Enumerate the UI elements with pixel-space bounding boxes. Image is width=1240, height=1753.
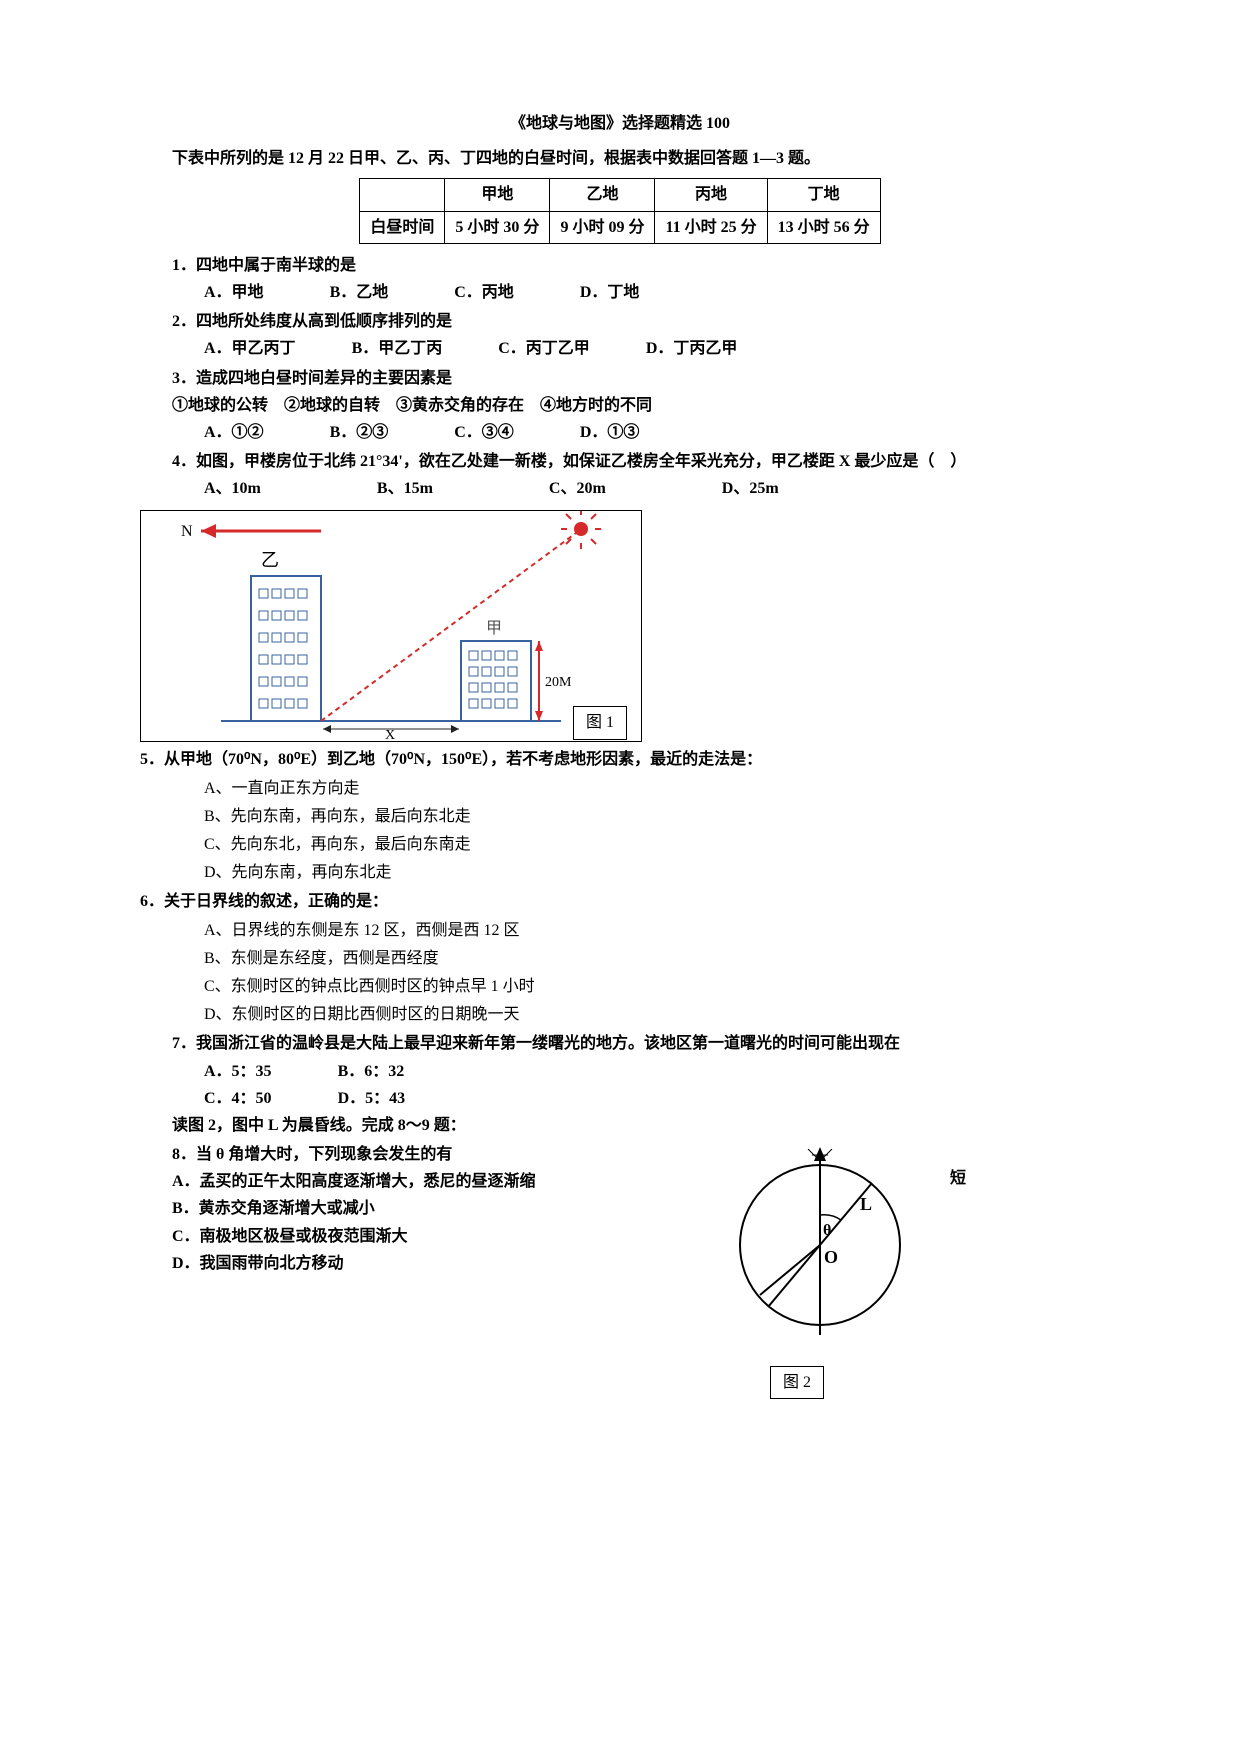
q3-d: D．①③ bbox=[548, 419, 640, 446]
q5-opts: A、一直向正东方向走 B、先向东南，再向东，最后向东北走 C、先向东北，再向东，… bbox=[204, 775, 1100, 887]
q7-c: C．4：50 bbox=[172, 1085, 272, 1112]
q8-b: B．黄赤交角逐渐增大或减小 bbox=[140, 1195, 1100, 1222]
q3-b: B．②③ bbox=[298, 419, 389, 446]
q8-intro: 读图 2，图中 L 为晨昏线。完成 8～9 题： bbox=[140, 1112, 1100, 1139]
cell-ding: 13 小时 56 分 bbox=[767, 211, 880, 243]
q4-b: B、15m bbox=[345, 475, 433, 502]
q4-stem: 4．如图，甲楼房位于北纬 21°34'，欲在乙处建一新楼，如保证乙楼房全年采光充… bbox=[140, 448, 1100, 475]
q5-c: C、先向东北，再向东，最后向东南走 bbox=[204, 831, 1100, 858]
q1-opts: A．甲地 B．乙地 C．丙地 D．丁地 bbox=[140, 279, 1100, 306]
q7-d: D．5：43 bbox=[306, 1085, 406, 1112]
q7-opts1: A．5：35 B．6：32 bbox=[140, 1058, 1100, 1085]
q5-a: A、一直向正东方向走 bbox=[204, 775, 1100, 802]
q5-stem: 5．从甲地（70⁰N，80⁰E）到乙地（70⁰N，150⁰E），若不考虑地形因素… bbox=[140, 746, 1100, 773]
q6-b: B、东侧是东经度，西侧是西经度 bbox=[204, 945, 1100, 972]
yi-label: 乙 bbox=[261, 550, 279, 570]
q3-opts: A．①② B．②③ C．③④ D．①③ bbox=[140, 419, 1100, 446]
q4-c: C、20m bbox=[517, 475, 606, 502]
cell-jia: 5 小时 30 分 bbox=[445, 211, 550, 243]
rowhead: 白昼时间 bbox=[360, 211, 445, 243]
q7-opts2: C．4：50 D．5：43 bbox=[140, 1085, 1100, 1112]
jia-label: 甲 bbox=[486, 620, 502, 637]
n-label: N bbox=[181, 523, 193, 540]
q1-c: C．丙地 bbox=[422, 279, 514, 306]
q2-a: A．甲乙丙丁 bbox=[172, 335, 296, 362]
q2-b: B．甲乙丁丙 bbox=[320, 335, 443, 362]
fig2-label: 图 2 bbox=[770, 1366, 824, 1399]
q8-a-tail: 短 bbox=[950, 1165, 966, 1192]
figure-1: N 乙 甲 bbox=[140, 510, 642, 742]
q2-c: C．丙丁乙甲 bbox=[466, 335, 590, 362]
q2-opts: A．甲乙丙丁 B．甲乙丁丙 C．丙丁乙甲 D．丁丙乙甲 bbox=[140, 335, 1100, 362]
q2-stem: 2．四地所处纬度从高到低顺序排列的是 bbox=[140, 308, 1100, 335]
q3-c: C．③④ bbox=[422, 419, 514, 446]
q6-d: D、东侧时区的日期比西侧时区的日期晚一天 bbox=[204, 1001, 1100, 1028]
q8-d: D．我国雨带向北方移动 bbox=[140, 1250, 1100, 1277]
figure-2: θ L O bbox=[720, 1135, 920, 1364]
q3-line: ①地球的公转 ②地球的自转 ③黄赤交角的存在 ④地方时的不同 bbox=[140, 392, 1100, 419]
daylight-table: 甲地 乙地 丙地 丁地 白昼时间 5 小时 30 分 9 小时 09 分 11 … bbox=[359, 178, 880, 243]
q3-stem: 3．造成四地白昼时间差异的主要因素是 bbox=[140, 365, 1100, 392]
col-yi: 乙地 bbox=[550, 179, 655, 211]
q7-a: A．5：35 bbox=[172, 1058, 272, 1085]
q5-d: D、先向东南，再向东北走 bbox=[204, 859, 1100, 886]
q1-stem: 1．四地中属于南半球的是 bbox=[140, 252, 1100, 279]
cell-bing: 11 小时 25 分 bbox=[655, 211, 767, 243]
q6-opts: A、日界线的东侧是东 12 区，西侧是西 12 区 B、东侧是东经度，西侧是西经… bbox=[204, 917, 1100, 1029]
col-ding: 丁地 bbox=[767, 179, 880, 211]
col-jia: 甲地 bbox=[445, 179, 550, 211]
height-label: 20M bbox=[545, 675, 572, 690]
q4-opts: A、10m B、15m C、20m D、25m bbox=[140, 475, 1100, 502]
q6-c: C、东侧时区的钟点比西侧时区的钟点早 1 小时 bbox=[204, 973, 1100, 1000]
q1-d: D．丁地 bbox=[548, 279, 640, 306]
page-title: 《地球与地图》选择题精选 100 bbox=[140, 110, 1100, 137]
q8-c: C．南极地区极昼或极夜范围渐大 bbox=[140, 1223, 1100, 1250]
x-label: X bbox=[385, 728, 395, 741]
q6-stem: 6．关于日界线的叙述，正确的是： bbox=[140, 888, 1100, 915]
q4-a: A、10m bbox=[172, 475, 261, 502]
col-bing: 丙地 bbox=[655, 179, 767, 211]
q5-b: B、先向东南，再向东，最后向东北走 bbox=[204, 803, 1100, 830]
q4-d: D、25m bbox=[690, 475, 779, 502]
o-label: O bbox=[824, 1247, 838, 1267]
q6-a: A、日界线的东侧是东 12 区，西侧是西 12 区 bbox=[204, 917, 1100, 944]
q7-stem: 7．我国浙江省的温岭县是大陆上最早迎来新年第一缕曙光的地方。该地区第一道曙光的时… bbox=[140, 1030, 1100, 1057]
fig1-label: 图 1 bbox=[573, 706, 627, 739]
l-label: L bbox=[860, 1194, 872, 1214]
q7-b: B．6：32 bbox=[306, 1058, 405, 1085]
theta-label: θ bbox=[823, 1222, 831, 1239]
cell-yi: 9 小时 09 分 bbox=[550, 211, 655, 243]
q1-b: B．乙地 bbox=[298, 279, 389, 306]
q2-d: D．丁丙乙甲 bbox=[614, 335, 738, 362]
q1-a: A．甲地 bbox=[172, 279, 264, 306]
q3-a: A．①② bbox=[172, 419, 264, 446]
intro-text: 下表中所列的是 12 月 22 日甲、乙、丙、丁四地的白昼时间，根据表中数据回答… bbox=[140, 145, 1100, 172]
